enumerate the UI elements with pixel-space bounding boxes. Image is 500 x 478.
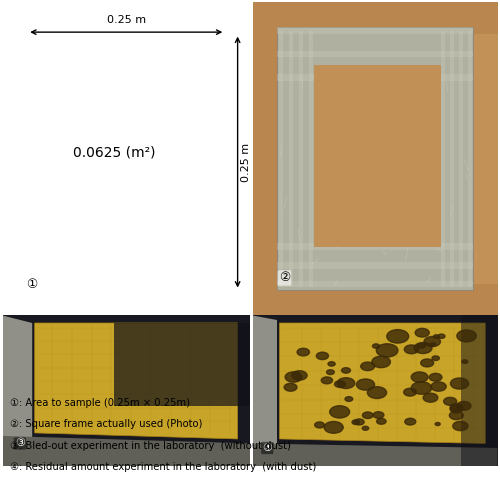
Text: ③: Bled-out experiment in the laboratory  (without dust): ③: Bled-out experiment in the laboratory… (10, 441, 291, 451)
Circle shape (324, 422, 343, 433)
Polygon shape (280, 323, 485, 444)
Bar (277, 51, 473, 57)
Text: ①: Area to sample (0.25m × 0.25m): ①: Area to sample (0.25m × 0.25m) (10, 398, 190, 408)
Circle shape (360, 362, 374, 370)
Bar (326, 33, 498, 284)
Text: ③: ③ (15, 438, 25, 448)
Circle shape (316, 352, 328, 359)
Circle shape (387, 330, 408, 343)
Circle shape (342, 368, 350, 373)
Circle shape (450, 378, 468, 389)
Circle shape (368, 387, 386, 399)
Bar (289, 31, 293, 287)
Circle shape (337, 378, 355, 389)
Circle shape (372, 344, 380, 348)
Circle shape (424, 337, 440, 347)
Circle shape (411, 382, 432, 394)
Circle shape (405, 418, 416, 425)
Bar (277, 262, 473, 269)
Circle shape (414, 343, 432, 354)
Bar (114, 323, 250, 406)
Circle shape (432, 356, 440, 360)
Bar (314, 65, 441, 247)
Bar (277, 243, 473, 250)
Circle shape (334, 380, 345, 388)
Circle shape (435, 423, 440, 425)
Circle shape (450, 403, 462, 412)
Bar (450, 31, 454, 287)
Polygon shape (34, 323, 238, 439)
Circle shape (404, 345, 418, 354)
Circle shape (372, 356, 390, 368)
Circle shape (456, 402, 471, 410)
Circle shape (362, 426, 368, 430)
Text: 0.25 m: 0.25 m (106, 15, 146, 24)
Circle shape (457, 330, 476, 342)
Circle shape (326, 370, 334, 375)
Circle shape (373, 412, 384, 418)
Circle shape (429, 373, 442, 381)
Bar (468, 31, 472, 287)
Circle shape (328, 362, 335, 366)
Text: ④: ④ (262, 443, 272, 453)
Polygon shape (252, 444, 498, 466)
Bar (277, 27, 473, 33)
Circle shape (352, 420, 360, 424)
Circle shape (404, 388, 416, 396)
Circle shape (431, 382, 446, 391)
Circle shape (444, 397, 456, 405)
Bar (309, 31, 312, 287)
Circle shape (376, 344, 398, 357)
Circle shape (420, 359, 434, 367)
Circle shape (450, 405, 462, 413)
Circle shape (376, 418, 386, 424)
Circle shape (430, 343, 436, 346)
Circle shape (284, 383, 297, 391)
Bar (22, 24, 230, 300)
Circle shape (356, 379, 374, 390)
Bar (277, 75, 473, 81)
Circle shape (354, 419, 364, 425)
Circle shape (418, 343, 426, 348)
Circle shape (450, 411, 463, 420)
Circle shape (330, 406, 349, 418)
Bar (277, 281, 473, 287)
Circle shape (411, 372, 428, 382)
Circle shape (434, 335, 439, 338)
Text: ②: ② (278, 272, 290, 284)
Bar (314, 65, 441, 247)
Circle shape (292, 371, 307, 380)
Circle shape (423, 393, 438, 402)
Bar (441, 31, 445, 287)
Polygon shape (277, 27, 473, 291)
Circle shape (462, 360, 468, 363)
Text: 0.0625 (m²): 0.0625 (m²) (72, 146, 155, 160)
Circle shape (438, 334, 445, 338)
Text: 0.25 m: 0.25 m (242, 142, 252, 182)
Circle shape (297, 348, 310, 356)
Polygon shape (2, 436, 250, 466)
Circle shape (345, 397, 352, 402)
Bar (280, 31, 283, 287)
Text: ②: Square frame actually used (Photo): ②: Square frame actually used (Photo) (10, 419, 202, 429)
Circle shape (321, 377, 332, 384)
Circle shape (285, 372, 302, 382)
Polygon shape (2, 315, 32, 466)
Circle shape (362, 412, 373, 418)
Bar (461, 315, 498, 466)
Polygon shape (252, 315, 277, 466)
Circle shape (415, 328, 430, 337)
Circle shape (453, 421, 468, 431)
Text: ④: Residual amount experiment in the laboratory  (with dust): ④: Residual amount experiment in the lab… (10, 462, 316, 472)
Text: ①: ① (26, 278, 38, 291)
Bar (299, 31, 302, 287)
Bar (459, 31, 463, 287)
Circle shape (314, 422, 324, 428)
